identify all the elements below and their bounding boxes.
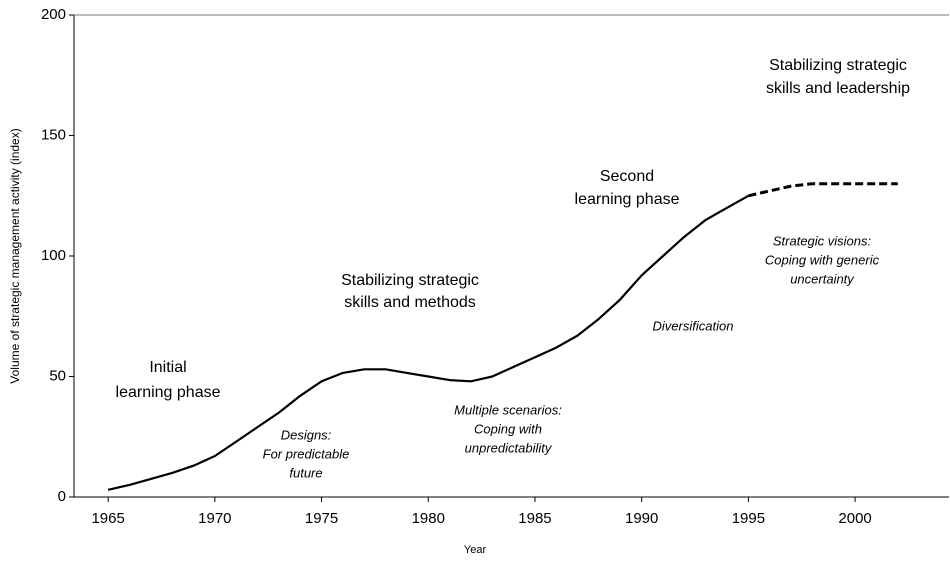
annotation: Multiple scenarios:: [454, 402, 562, 417]
annotation: learning phase: [575, 191, 680, 208]
annotation: skills and methods: [344, 294, 476, 311]
annotation: unpredictability: [465, 440, 553, 455]
annotation: Stabilizing strategic: [341, 272, 479, 289]
x-tick-label: 1970: [198, 510, 231, 527]
data-line: [107, 194, 749, 491]
annotation: uncertainty: [790, 271, 855, 286]
y-tick-label: 200: [41, 6, 66, 23]
y-tick-label: 100: [41, 247, 66, 264]
annotation: Strategic visions:: [773, 233, 872, 248]
annotation: Second: [600, 168, 654, 185]
x-tick-label: 1975: [305, 510, 338, 527]
x-tick-label: 2000: [838, 510, 871, 527]
y-axis-label: Volume of strategic management activity …: [8, 128, 22, 383]
x-axis-label: Year: [464, 544, 487, 556]
data-line: [748, 182, 898, 198]
annotation: For predictable: [263, 446, 350, 461]
annotation: future: [289, 465, 322, 480]
x-tick-label: 1995: [732, 510, 765, 527]
x-tick-label: 1965: [91, 510, 124, 527]
annotation: learning phase: [116, 384, 221, 401]
annotation: Coping with: [474, 421, 542, 436]
x-tick-label: 1985: [518, 510, 551, 527]
annotation: Coping with generic: [765, 252, 880, 267]
y-tick-label: 150: [41, 126, 66, 143]
y-tick-label: 0: [58, 488, 66, 505]
y-tick-label: 50: [49, 367, 66, 384]
annotation: Diversification: [653, 318, 734, 333]
annotation: Designs:: [281, 427, 332, 442]
x-tick-label: 1980: [412, 510, 445, 527]
annotation: skills and leadership: [766, 80, 910, 97]
annotation: Stabilizing strategic: [769, 57, 907, 74]
x-tick-label: 1990: [625, 510, 658, 527]
annotation: Initial: [149, 359, 186, 376]
